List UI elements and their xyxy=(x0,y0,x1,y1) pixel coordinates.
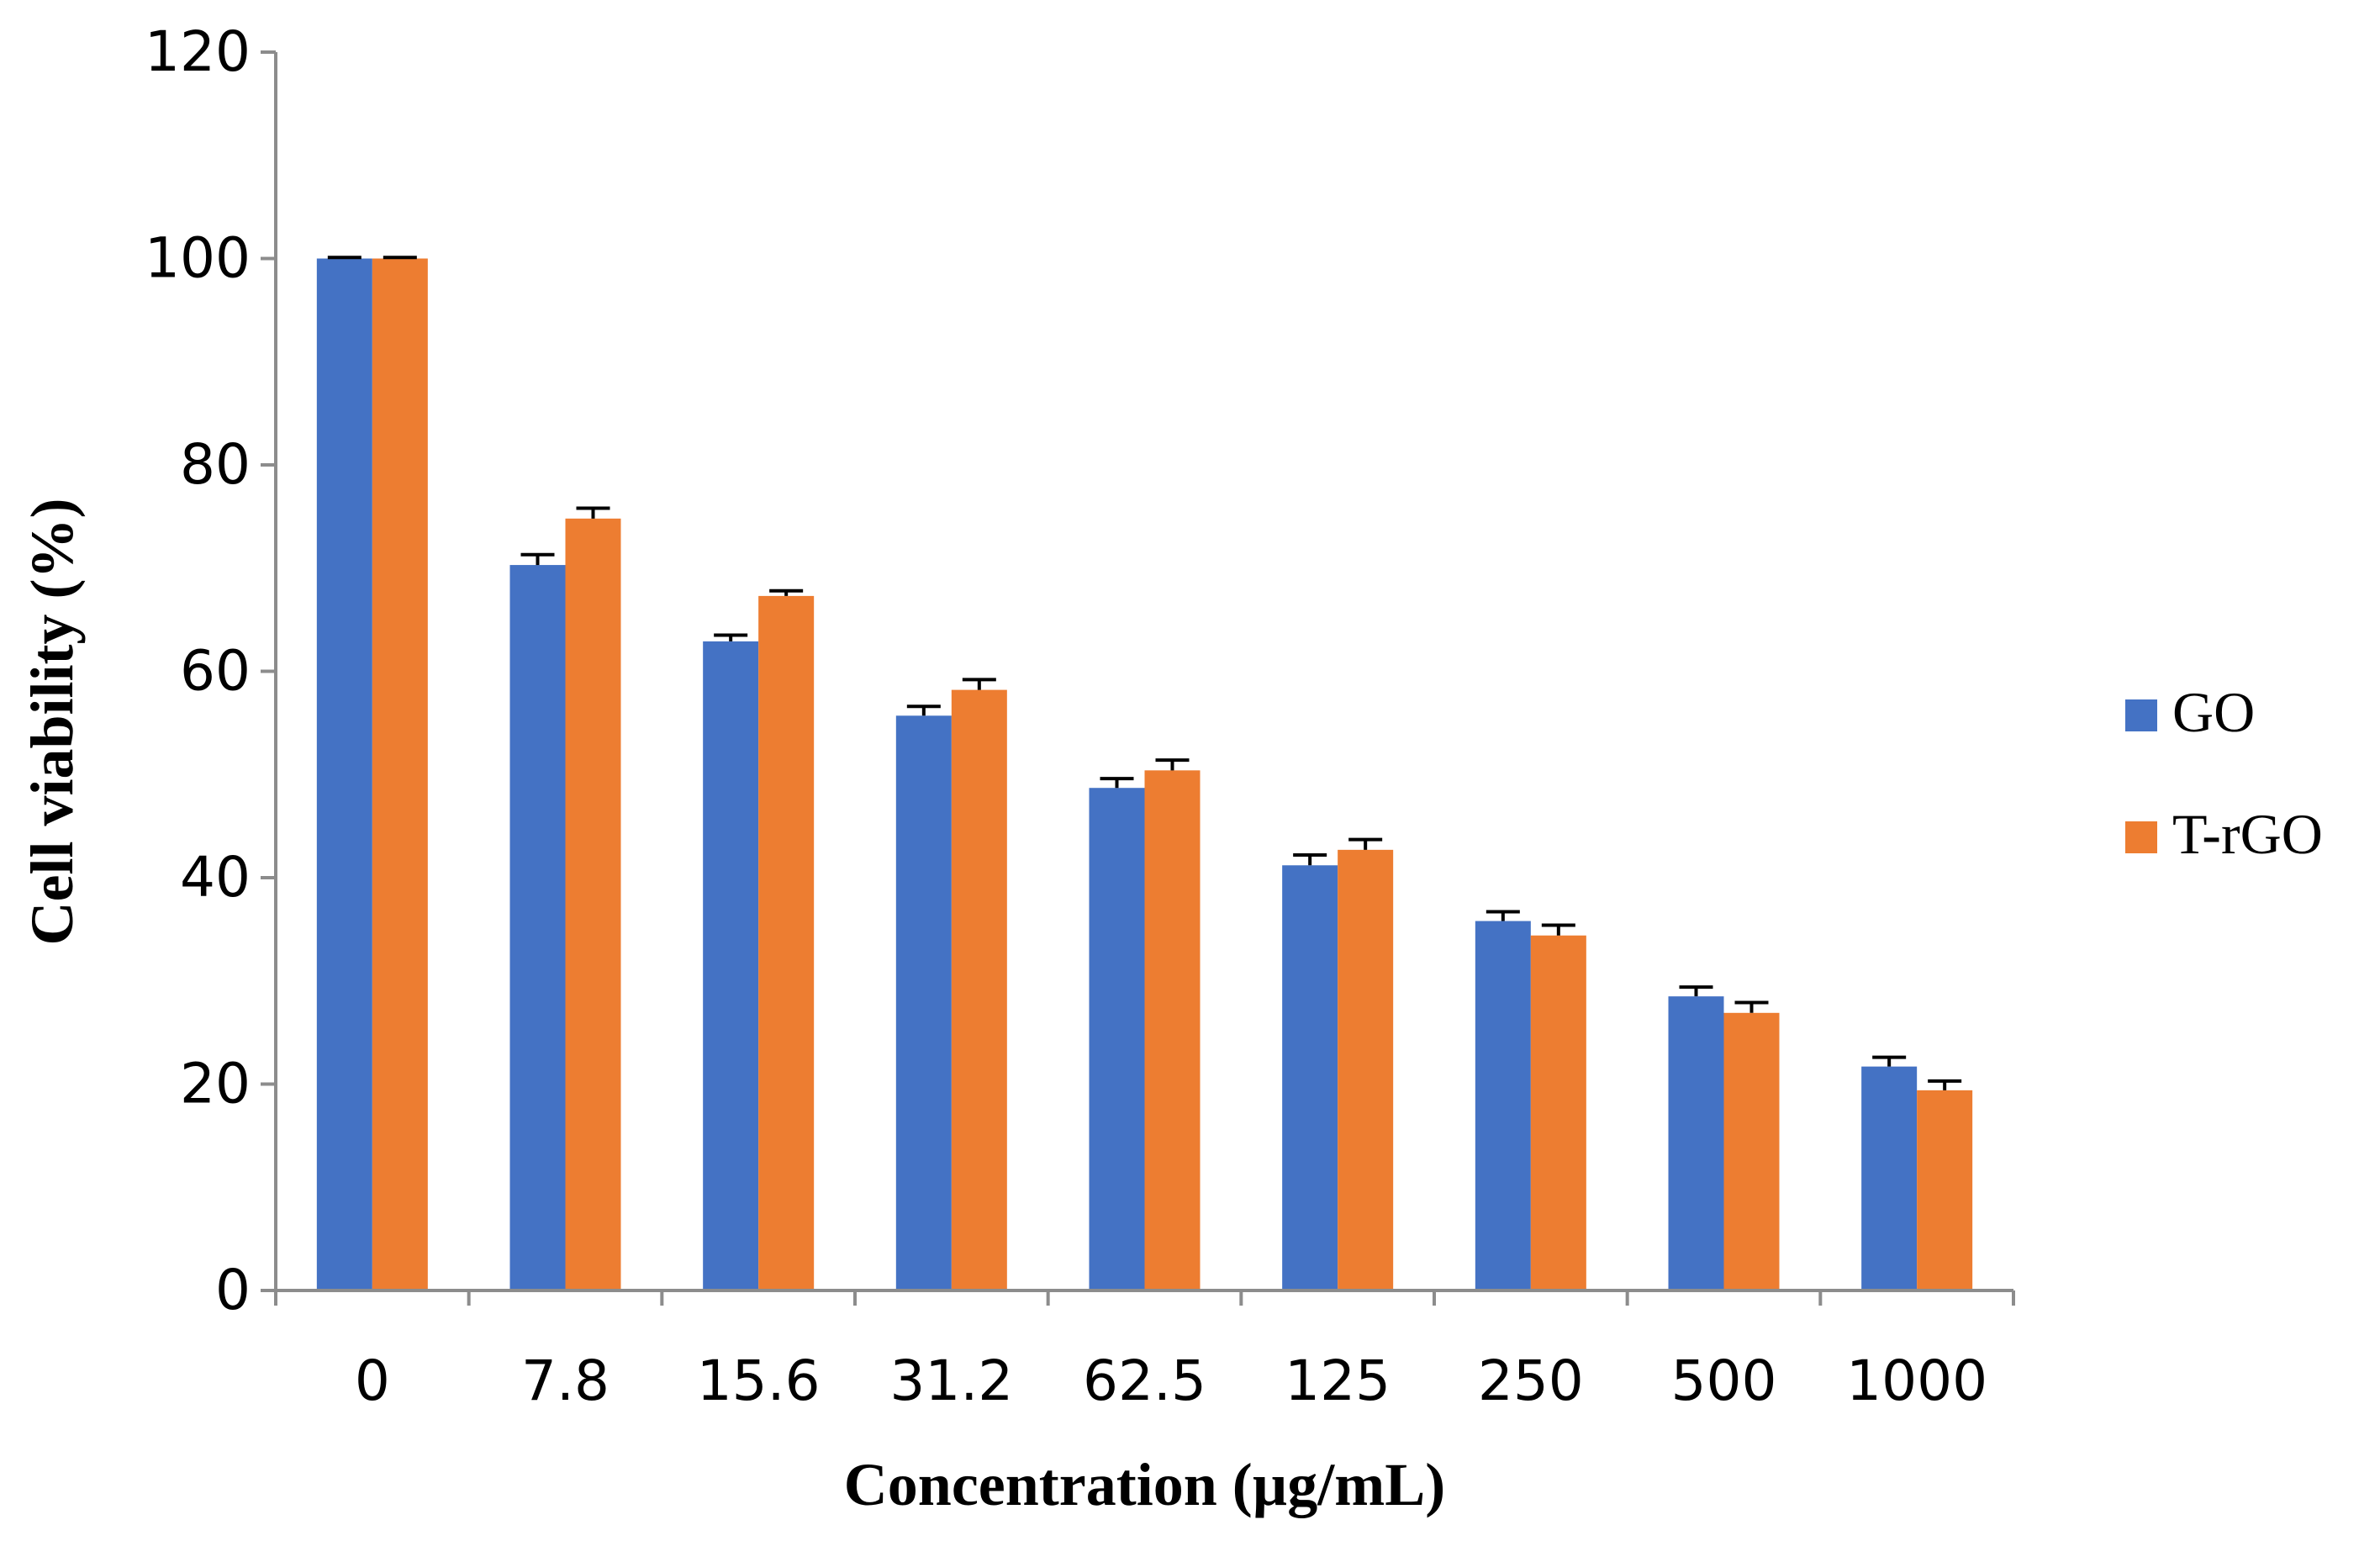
y-axis-ticks: 0 20 40 60 80 100 120 xyxy=(145,19,276,1322)
x-tick-label: 125 xyxy=(1285,1348,1391,1413)
x-tick-label: 7.8 xyxy=(521,1348,610,1413)
error-bar-t-rgo-500 xyxy=(1734,1000,1769,1013)
bar-go-1000 xyxy=(1861,1066,1918,1290)
y-tick-label: 80 xyxy=(180,432,251,497)
x-axis-ticks: 0 7.8 15.6 31.2 62.5 125 250 500 1000 xyxy=(274,1290,2015,1413)
error-bar-t-rgo-0 xyxy=(383,256,417,260)
y-axis-title: Cell viability (%) xyxy=(18,499,86,946)
error-bar-t-rgo-62.5 xyxy=(1155,758,1190,771)
x-tick-label: 0 xyxy=(355,1348,390,1413)
y-tick-label: 60 xyxy=(180,639,251,704)
y-tick-label: 40 xyxy=(180,845,251,910)
error-bar-t-rgo-31.2 xyxy=(962,678,996,690)
error-bar-go-500 xyxy=(1679,985,1713,997)
error-bar-go-7.8 xyxy=(520,552,555,566)
y-tick-label: 20 xyxy=(180,1052,251,1116)
legend-swatch-go xyxy=(2125,699,2157,731)
bar-go-250 xyxy=(1475,921,1531,1290)
y-tick-label: 100 xyxy=(145,226,251,291)
legend-swatch-t-rgo xyxy=(2125,821,2157,853)
error-bar-t-rgo-1000 xyxy=(1928,1079,1962,1090)
error-bar-t-rgo-250 xyxy=(1541,923,1575,936)
x-tick-label: 62.5 xyxy=(1083,1348,1206,1413)
legend: GO T-rGO xyxy=(2125,680,2323,866)
bar-t-rgo-7.8 xyxy=(565,518,621,1290)
bar-t-rgo-250 xyxy=(1530,935,1586,1290)
bar-go-125 xyxy=(1282,865,1338,1290)
x-tick-label: 500 xyxy=(1671,1348,1777,1413)
error-bar-t-rgo-15.6 xyxy=(769,588,804,596)
x-tick-label: 1000 xyxy=(1846,1348,1987,1413)
bar-t-rgo-31.2 xyxy=(951,689,1007,1290)
bar-go-500 xyxy=(1668,996,1724,1290)
bar-t-rgo-500 xyxy=(1723,1012,1780,1290)
y-tick-label: 0 xyxy=(215,1258,251,1322)
bar-t-rgo-0 xyxy=(372,258,428,1290)
bar-go-31.2 xyxy=(895,715,952,1290)
x-tick-label: 15.6 xyxy=(697,1348,821,1413)
x-axis-title: Concentration (µg/mL) xyxy=(844,1451,1445,1518)
error-bar-go-15.6 xyxy=(714,633,748,641)
error-bar-t-rgo-125 xyxy=(1348,837,1383,850)
bar-t-rgo-125 xyxy=(1338,849,1394,1290)
error-bars xyxy=(327,256,1962,1090)
bar-t-rgo-62.5 xyxy=(1144,770,1201,1290)
bar-go-0 xyxy=(316,258,372,1290)
error-bar-t-rgo-7.8 xyxy=(576,506,610,519)
x-tick-label: 250 xyxy=(1478,1348,1584,1413)
error-bar-go-250 xyxy=(1486,910,1520,921)
bar-go-15.6 xyxy=(703,641,759,1290)
bar-t-rgo-15.6 xyxy=(758,595,815,1290)
error-bar-go-1000 xyxy=(1872,1055,1907,1067)
legend-label-t-rgo: T-rGO xyxy=(2172,802,2323,866)
error-bar-go-125 xyxy=(1293,852,1327,866)
bar-t-rgo-1000 xyxy=(1917,1090,1973,1290)
bar-go-62.5 xyxy=(1089,788,1145,1290)
error-bar-go-62.5 xyxy=(1100,777,1134,789)
legend-label-go: GO xyxy=(2172,680,2255,744)
y-tick-label: 120 xyxy=(145,19,251,84)
error-bar-go-0 xyxy=(327,256,361,260)
bars xyxy=(316,258,1973,1290)
bar-go-7.8 xyxy=(509,565,566,1290)
x-tick-label: 31.2 xyxy=(889,1348,1013,1413)
error-bar-go-31.2 xyxy=(906,705,941,716)
